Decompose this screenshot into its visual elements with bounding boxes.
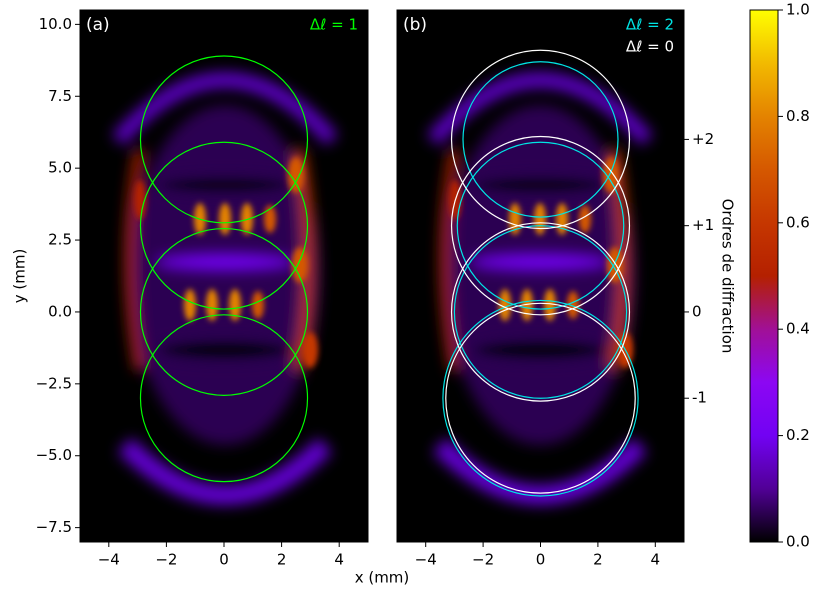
x-tick-label: 2 [593, 551, 603, 569]
x-tick-label: 0 [219, 551, 229, 569]
y-tick-label: 2.5 [48, 231, 72, 249]
x-tick-label: 4 [651, 551, 661, 569]
circle [139, 55, 309, 224]
y2-tick-label: +1 [692, 216, 714, 234]
circle [445, 302, 636, 494]
y-tick-label: 7.5 [48, 87, 72, 105]
circle [450, 135, 631, 316]
legend-entry: Δℓ = 0 [626, 38, 674, 56]
y-tick-label: −7.5 [36, 518, 72, 536]
x-tick-label: −4 [415, 551, 437, 569]
circle [139, 314, 309, 483]
legend-entry: Δℓ = 2 [626, 16, 674, 34]
panel-label: (a) [86, 15, 110, 35]
colorbar-tick-label: 1.0 [786, 1, 810, 19]
heatmap-a [60, 0, 390, 560]
y-tick-label: 10.0 [39, 15, 72, 33]
y-tick-label: 0.0 [48, 302, 72, 320]
x-tick-label: 4 [334, 551, 344, 569]
y-tick-label: 5.0 [48, 159, 72, 177]
y2-tick-label: -1 [692, 389, 707, 407]
y-tick-label: −2.5 [36, 374, 72, 392]
colorbar-tick-label: 0.4 [786, 320, 810, 338]
colorbar [749, 9, 779, 543]
legend-entry: Δℓ = 1 [310, 16, 358, 34]
colorbar-tick-label: 0.6 [786, 213, 810, 231]
colorbar-tick-label: 0.2 [786, 426, 810, 444]
y-tick-label: −5.0 [36, 446, 72, 464]
x-axis-label: x (mm) [355, 569, 410, 587]
circle [139, 141, 309, 310]
x-tick-label: −4 [98, 551, 120, 569]
y2-tick-label: 0 [692, 302, 702, 320]
y-axis-label: y (mm) [11, 249, 29, 304]
circle [456, 141, 625, 310]
colorbar-tick-label: 0.8 [786, 107, 810, 125]
circle [453, 225, 628, 399]
circle [450, 49, 631, 230]
overlay [139, 55, 309, 483]
y2-tick-label: +2 [692, 130, 714, 148]
x-tick-label: −2 [155, 551, 177, 569]
circle [450, 222, 631, 402]
overlay [442, 49, 639, 497]
x-tick-label: 0 [536, 551, 546, 569]
circle [442, 299, 639, 497]
x-tick-label: −2 [472, 551, 494, 569]
y2-axis-label: Ordres de diffraction [719, 199, 737, 354]
heatmap-b [375, 0, 705, 560]
colorbar-tick-label: 0.0 [786, 533, 810, 551]
circle [462, 61, 619, 218]
panel-label: (b) [403, 15, 427, 35]
x-tick-label: 2 [277, 551, 287, 569]
circle [139, 227, 309, 396]
